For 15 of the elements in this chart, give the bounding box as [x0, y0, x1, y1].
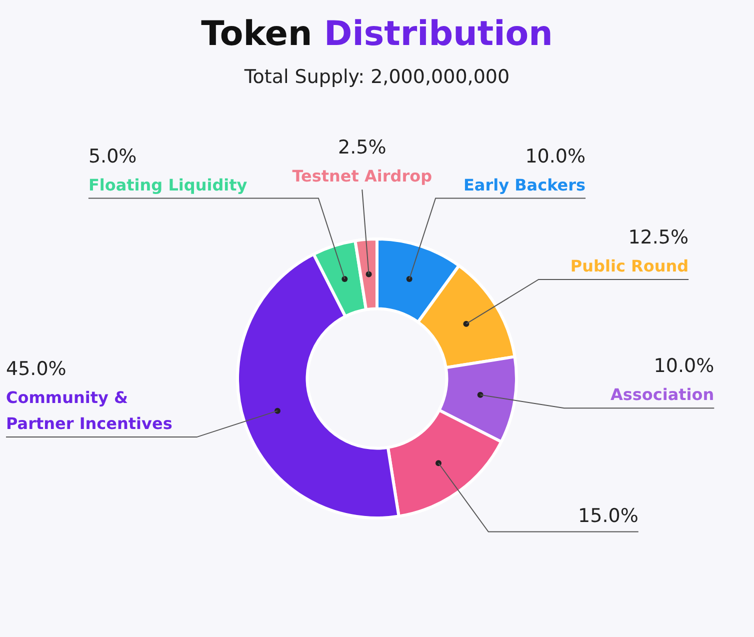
slice-label: Floating Liquidity — [88, 175, 248, 194]
data-label: 5.0% — [88, 145, 137, 168]
data-label: 15.0% — [578, 504, 638, 527]
chart-subtitle: Total Supply: 2,000,000,000 — [243, 66, 511, 88]
slice-label: Testnet Airdrop — [292, 166, 432, 186]
slice-label: Public Round — [570, 256, 689, 276]
data-label: 10.0% — [525, 145, 586, 168]
chart-title: Token Distribution — [200, 14, 554, 54]
slice-label: Association — [610, 385, 714, 404]
data-label: 12.5% — [628, 226, 689, 248]
slice-label: Early Backers — [463, 175, 586, 194]
data-label: 2.5% — [338, 136, 386, 159]
data-label: 45.0% — [6, 358, 66, 380]
slice-label: Community & Partner Incentives — [6, 388, 172, 434]
data-label: 10.0% — [654, 355, 714, 378]
